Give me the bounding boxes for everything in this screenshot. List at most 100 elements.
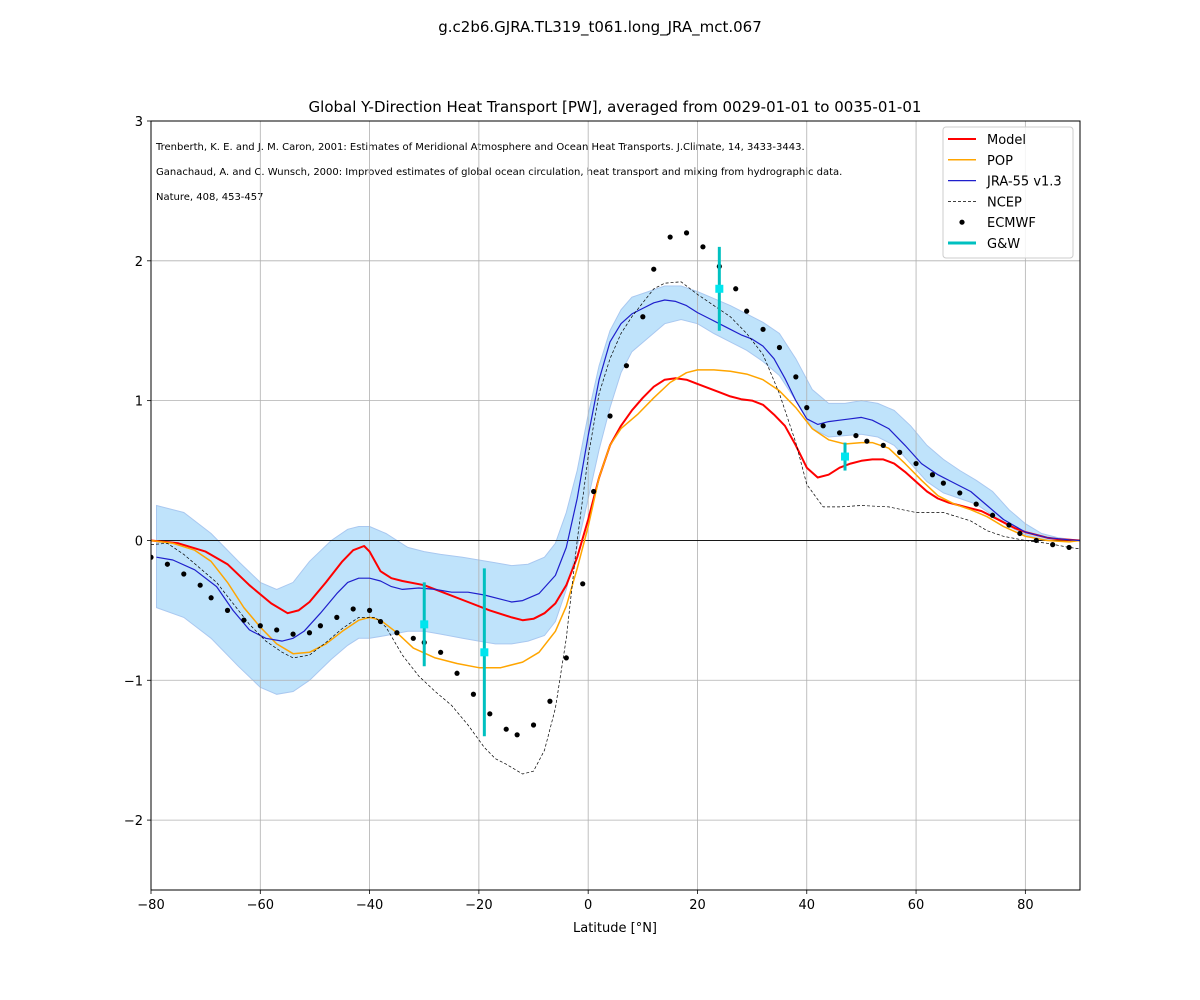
ecmwf-point xyxy=(514,732,520,738)
ecmwf-point xyxy=(683,230,690,236)
plot-clip-group xyxy=(151,121,1080,890)
x-tick-label: 0 xyxy=(584,898,592,913)
ecmwf-point xyxy=(700,244,706,250)
ecmwf-point xyxy=(591,488,597,495)
axes-frame xyxy=(150,120,1081,891)
ecmwf-point xyxy=(804,405,810,411)
ecmwf-point xyxy=(973,501,979,507)
ecmwf-point xyxy=(181,571,187,577)
ecmwf-point xyxy=(377,618,384,625)
ecmwf-point xyxy=(438,649,444,655)
ecmwf-point xyxy=(164,561,170,567)
ecmwf-point xyxy=(1050,542,1056,548)
series-line-ncep xyxy=(151,281,1080,775)
ecmwf-point xyxy=(306,630,313,636)
y-tick-label: 3 xyxy=(135,115,143,130)
figure-suptitle: g.c2b6.GJRA.TL319_t061.long_JRA_mct.067 xyxy=(438,18,761,37)
ecmwf-point xyxy=(241,617,247,623)
y-tick-label: −2 xyxy=(124,814,143,829)
legend-label-ecmwf: ECMWF xyxy=(987,216,1036,231)
ecmwf-point xyxy=(929,472,936,478)
ecmwf-point xyxy=(290,631,296,637)
ecmwf-point xyxy=(733,286,739,292)
ecmwf-point xyxy=(623,363,630,369)
ecmwf-point xyxy=(820,423,826,429)
ecmwf-point xyxy=(940,480,946,486)
ecmwf-point xyxy=(913,460,919,467)
legend-label-pop: POP xyxy=(987,154,1013,169)
x-tick-label: 80 xyxy=(1017,898,1034,913)
ecmwf-point xyxy=(410,635,416,641)
ecmwf-point xyxy=(317,623,324,629)
ecmwf-point xyxy=(793,374,799,380)
y-tick-label: 2 xyxy=(135,255,143,270)
ecmwf-point xyxy=(470,691,477,697)
x-tick-label: −40 xyxy=(356,898,383,913)
ecmwf-point xyxy=(454,670,460,676)
ecmwf-point xyxy=(957,490,963,496)
plot-area: −80 −60 −40 −20 0 20 40 60 80 −2 −1 0 1 2 3 xyxy=(124,115,1081,913)
ecmwf-point xyxy=(1006,522,1012,528)
ecmwf-point xyxy=(776,344,783,351)
x-axis-label: Latitude [°N] xyxy=(573,921,657,936)
ecmwf-point xyxy=(197,582,203,588)
ecmwf-point xyxy=(864,438,870,444)
y-tick-label: 0 xyxy=(135,534,143,549)
series-line-pop xyxy=(151,369,1080,669)
y-tick-label: 1 xyxy=(135,395,143,410)
legend-label-jra-55-v1-3: JRA-55 v1.3 xyxy=(986,175,1062,190)
ecmwf-point xyxy=(744,308,750,314)
x-tick-label: 40 xyxy=(798,898,815,913)
x-tick-label: 60 xyxy=(908,898,925,913)
ecmwf-point xyxy=(853,432,859,439)
x-tick-label: −80 xyxy=(137,898,164,913)
legend-label-model: Model xyxy=(987,133,1026,148)
ecmwf-point xyxy=(274,627,280,633)
ecmwf-point xyxy=(1017,530,1023,537)
ecmwf-point xyxy=(503,726,509,732)
gw-marker xyxy=(841,452,850,461)
ecmwf-point xyxy=(640,314,646,320)
ecmwf-point xyxy=(836,430,843,436)
legend: Model POP JRA-55 v1.3 NCEP ECMWF G&W xyxy=(942,126,1074,259)
ecmwf-point xyxy=(989,512,996,518)
legend-label-ncep: NCEP xyxy=(987,195,1022,210)
ecmwf-point xyxy=(607,413,613,419)
x-tick-label: −60 xyxy=(247,898,274,913)
ecmwf-point xyxy=(350,606,356,612)
ecmwf-point xyxy=(208,595,214,601)
ecmwf-point xyxy=(580,581,586,587)
reference-note-1: Trenberth, K. E. and J. M. Caron, 2001: … xyxy=(155,142,805,153)
ecmwf-point xyxy=(563,655,569,661)
ecmwf-point xyxy=(487,711,493,717)
ecmwf-point xyxy=(1033,537,1039,544)
series-line-model xyxy=(151,377,1080,622)
ecmwf-point xyxy=(760,326,766,332)
ecmwf-point xyxy=(257,623,263,629)
ecmwf-point xyxy=(547,698,553,704)
x-tick-label: 20 xyxy=(689,898,706,913)
x-tick-label: −20 xyxy=(465,898,492,913)
chart-title: Global Y-Direction Heat Transport [PW], … xyxy=(309,98,922,116)
ecmwf-point xyxy=(897,449,903,455)
ecmwf-point xyxy=(1066,544,1072,551)
legend-swatch-ecmwf xyxy=(959,219,965,225)
ecmwf-point xyxy=(530,722,537,728)
ecmwf-point xyxy=(366,607,373,613)
ecmwf-point xyxy=(667,234,673,240)
ecmwf-point xyxy=(334,614,340,620)
ecmwf-point xyxy=(394,630,400,636)
series-line-jra-55-v1-3 xyxy=(156,299,1080,642)
ecmwf-point xyxy=(224,607,231,613)
gw-marker xyxy=(480,648,489,657)
gw-marker xyxy=(420,620,429,629)
ecmwf-point xyxy=(880,442,886,448)
reference-note-3: Nature, 408, 453-457 xyxy=(156,192,264,203)
ecmwf-point xyxy=(651,266,657,272)
reference-note-2: Ganachaud, A. and C. Wunsch, 2000: Impro… xyxy=(156,167,842,178)
gw-marker xyxy=(715,284,724,293)
ecmwf-point xyxy=(151,554,154,560)
legend-label-g-w: G&W xyxy=(987,237,1020,252)
y-tick-label: −1 xyxy=(124,674,143,689)
